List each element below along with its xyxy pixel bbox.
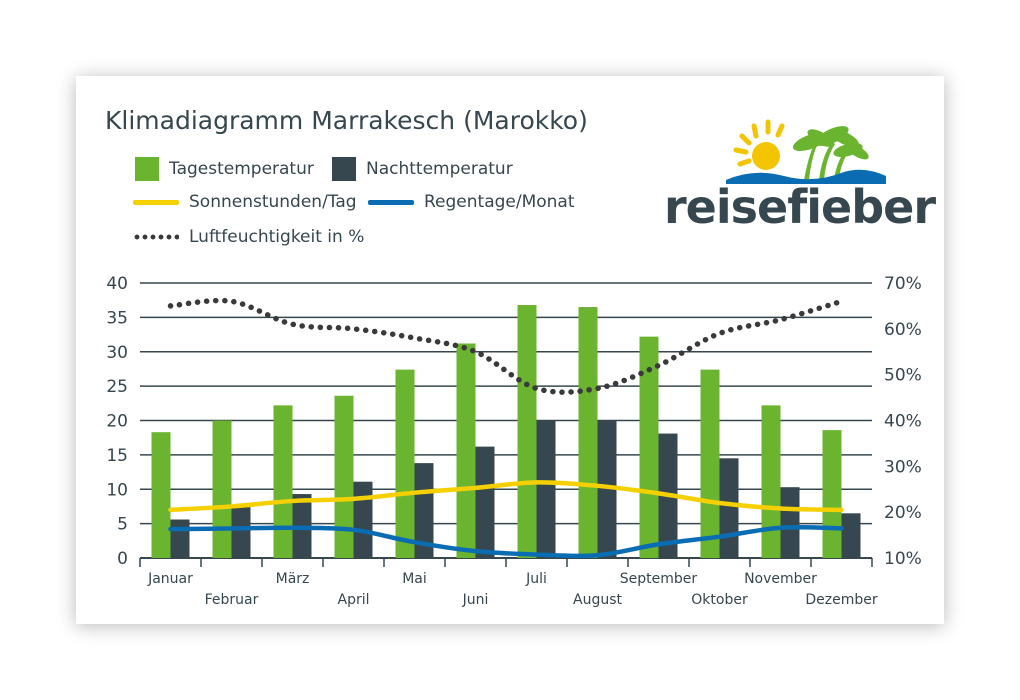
bar-night-7 (597, 420, 617, 558)
bar-day-5 (456, 343, 476, 558)
legend-label-sun: Sonnenstunden/Tag (189, 192, 357, 212)
legend-swatch-night (332, 157, 356, 181)
bar-day-3 (334, 395, 354, 558)
bar-day-10 (761, 405, 781, 558)
y2-tick-label: 60% (884, 320, 922, 340)
legend-swatch-humidity (133, 234, 179, 240)
legend-swatch-day (135, 157, 159, 181)
y-tick-label: 40 (106, 274, 128, 294)
legend-item-night: Nachttemperatur (332, 157, 513, 181)
legend-swatch-rain (368, 199, 414, 205)
y-tick-label: 20 (106, 412, 128, 432)
y2-tick-label: 70% (884, 274, 922, 294)
x-tick-label: Oktober (691, 592, 748, 608)
x-tick-label: August (573, 592, 623, 608)
bar-night-5 (475, 446, 495, 558)
logo-wordmark: reisefieber (664, 180, 936, 234)
bar-day-1 (212, 420, 232, 558)
legend-label-night: Nachttemperatur (366, 159, 513, 179)
bar-day-0 (151, 432, 171, 558)
bar-day-11 (822, 430, 842, 558)
bar-night-4 (414, 463, 434, 558)
bar-day-7 (578, 307, 598, 558)
bar-night-10 (780, 487, 800, 558)
y2-tick-label: 20% (884, 503, 922, 523)
x-tick-label: Juli (525, 571, 547, 587)
bar-night-0 (170, 519, 190, 558)
x-tick-label: Januar (147, 571, 193, 587)
reisefieber-logo: reisefieber (664, 118, 936, 240)
x-tick-label: November (744, 571, 817, 587)
x-tick-label: April (338, 592, 370, 608)
y-tick-label: 0 (117, 549, 128, 569)
line-humidity (167, 297, 845, 395)
bar-night-11 (841, 513, 861, 558)
bar-day-9 (700, 369, 720, 558)
bar-night-9 (719, 458, 739, 558)
sun-palm-icon (726, 119, 886, 184)
legend-label-rain: Regentage/Monat (424, 192, 575, 212)
legend-swatch-sun (133, 199, 179, 205)
x-tick-label: Juni (462, 592, 489, 608)
legend-item-humidity: Luftfeuchtigkeit in % (133, 227, 364, 247)
x-tick-label: Dezember (805, 592, 877, 608)
y-tick-label: 35 (106, 308, 128, 328)
bar-day-8 (639, 336, 659, 558)
bar-night-6 (536, 420, 556, 558)
x-tick-label: Mai (402, 571, 427, 587)
y2-tick-label: 10% (884, 549, 922, 569)
y-tick-label: 30 (106, 343, 128, 363)
y-tick-label: 5 (117, 515, 128, 535)
chart-title: Klimadiagramm Marrakesch (Marokko) (105, 106, 588, 135)
legend-label-day: Tagestemperatur (169, 159, 314, 179)
legend-item-sun: Sonnenstunden/Tag (133, 192, 357, 212)
bar-night-1 (231, 507, 251, 558)
bar-day-4 (395, 369, 415, 558)
y2-tick-label: 40% (884, 412, 922, 432)
legend-item-day: Tagestemperatur (135, 157, 314, 181)
y2-tick-label: 30% (884, 457, 922, 477)
bar-day-6 (517, 305, 537, 558)
x-tick-label: September (620, 571, 698, 587)
x-tick-label: März (276, 571, 310, 587)
legend-label-humidity: Luftfeuchtigkeit in % (189, 227, 365, 247)
line-rain-days (168, 525, 844, 559)
legend-item-rain: Regentage/Monat (368, 192, 575, 212)
x-tick-label: Februar (205, 592, 259, 608)
bar-night-3 (353, 481, 373, 558)
bar-day-2 (273, 405, 293, 558)
y-tick-label: 15 (106, 446, 128, 466)
y-tick-label: 25 (106, 377, 128, 397)
y2-tick-label: 50% (884, 366, 922, 386)
y-tick-label: 10 (106, 480, 128, 500)
line-sunshine (168, 480, 844, 513)
